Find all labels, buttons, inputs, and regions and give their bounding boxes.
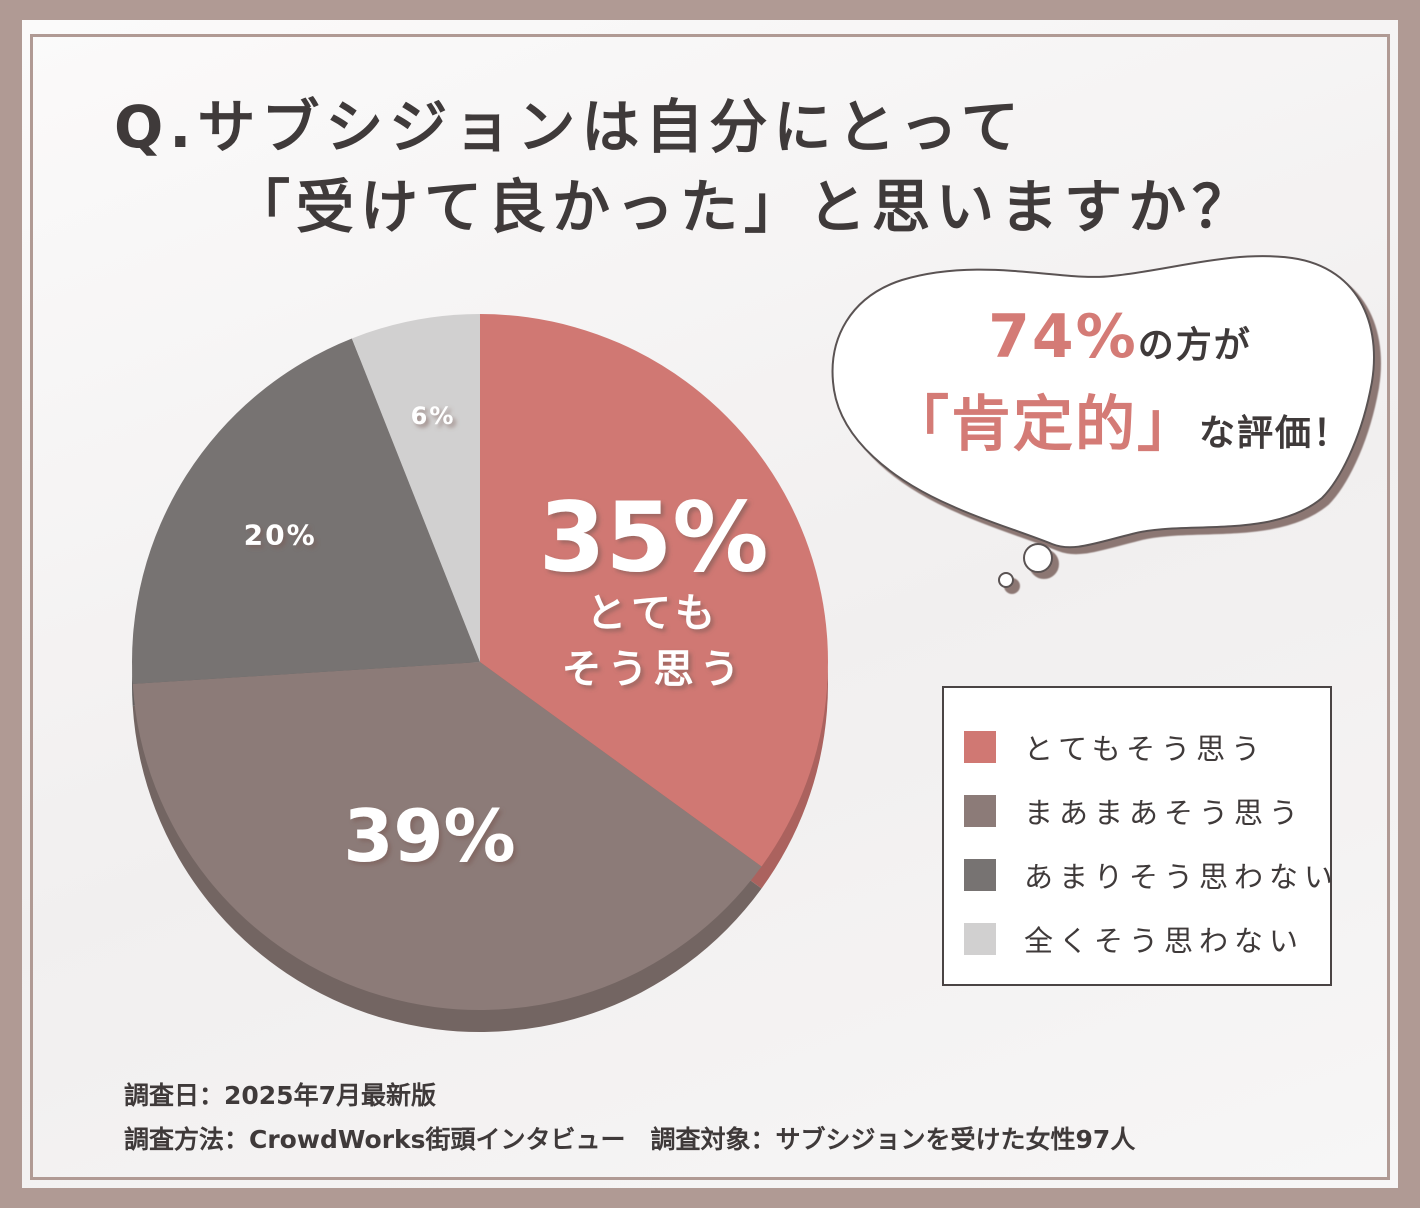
callout-percent: 74%	[988, 302, 1138, 372]
callout-highlight: 「肯定的」	[888, 390, 1199, 460]
thought-dot-small	[998, 572, 1014, 588]
legend: とてもそう思う まあまあそう思う あまりそう思わない 全くそう思わない	[942, 686, 1333, 986]
callout-line-1: 74%の方が	[860, 302, 1380, 372]
pie-annotation-line-1: とても	[586, 591, 721, 637]
footer-survey-method: 調査方法：CrowdWorks街頭インタビュー 調査対象：サブシジョンを受けた女…	[124, 1125, 1136, 1154]
thought-dot-large	[1023, 543, 1053, 573]
pie-label-4: 6%	[411, 402, 456, 430]
legend-label-1: とてもそう思う	[1024, 732, 1267, 766]
pie-label-1: 35%	[539, 482, 769, 594]
pie-chart: 35% 39% 20% 6% とてもそう思う	[132, 314, 828, 1032]
callout-suffix-2: な評価！	[1198, 413, 1351, 454]
legend-item-4: 全くそう思わない	[964, 918, 1304, 960]
title-line-2: 「受けて良かった」と思いますか？	[232, 173, 1257, 241]
callout-line-2: 「肯定的」な評価！	[860, 376, 1380, 463]
legend-item-3: あまりそう思わない	[964, 854, 1339, 896]
legend-swatch-2	[964, 795, 996, 827]
pie-slice-3	[132, 338, 480, 684]
card: Q.サブシジョンは自分にとって 「受けて良かった」と思いますか？ 35% 39% 2…	[22, 20, 1398, 1188]
pie-label-2: 39%	[343, 794, 515, 878]
legend-label-3: あまりそう思わない	[1024, 860, 1340, 894]
pie-slice-4	[351, 314, 480, 662]
chart-canvas: 35%39%20%6%とてもそう思う	[132, 255, 1375, 1032]
legend-label-2: まあまあそう思う	[1024, 796, 1305, 830]
callout-text: 74%の方が 「肯定的」な評価！	[860, 302, 1380, 463]
pie-label-3: 20%	[244, 519, 317, 552]
pie-slice-1	[480, 314, 828, 867]
thought-bubble-body	[831, 255, 1375, 549]
legend-swatch-4	[964, 923, 996, 955]
legend-item-2: まあまあそう思う	[964, 790, 1304, 832]
pie-annotation-line-2: そう思う	[562, 647, 746, 693]
legend-item-1: とてもそう思う	[964, 726, 1266, 768]
legend-swatch-1	[964, 731, 996, 763]
callout-suffix-1: の方が	[1137, 325, 1252, 366]
footer-survey-date: 調査日：2025年7月最新版	[124, 1081, 436, 1110]
thought-bubble	[831, 255, 1375, 588]
legend-label-4: 全くそう思わない	[1024, 924, 1305, 958]
legend-swatch-3	[964, 859, 996, 891]
pie-slice-2	[132, 662, 762, 1010]
title-line-1: Q.サブシジョンは自分にとって	[114, 93, 1025, 161]
